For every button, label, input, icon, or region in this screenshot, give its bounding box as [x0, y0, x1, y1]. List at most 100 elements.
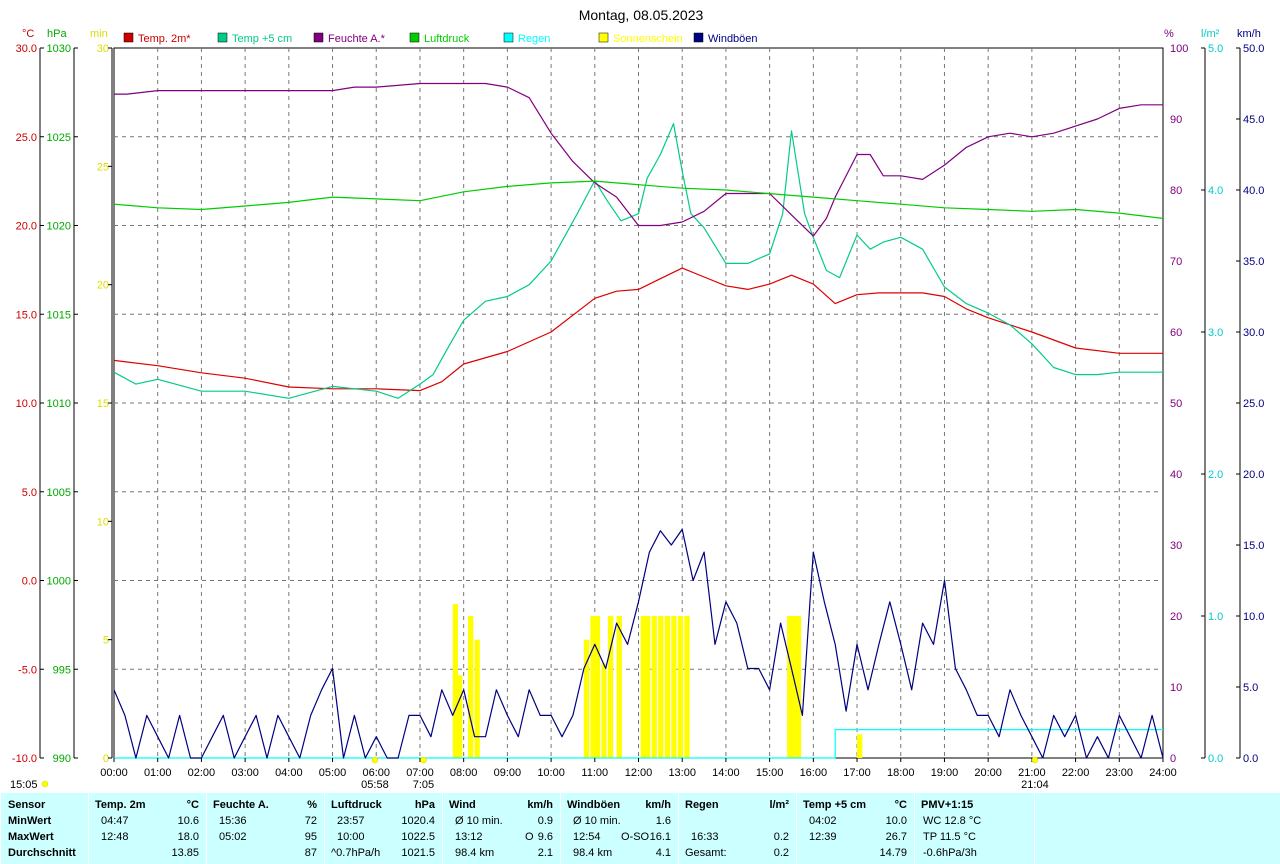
pressure-tick-label: 995 [53, 664, 71, 676]
stats-humidity-title: Feuchte A. [213, 799, 269, 811]
series-line-2 [114, 82, 1163, 237]
sun-marker-icon [420, 756, 427, 764]
x-tick-label: 03:00 [231, 767, 259, 779]
stats-rain-max-value: 0.2 [773, 831, 789, 843]
right-axes: 10090807060504030201005.04.03.02.01.00.0… [1170, 43, 1264, 765]
sunshine-bar [664, 616, 670, 758]
legend-label: Regen [518, 33, 550, 45]
legend-label: Windböen [708, 33, 758, 45]
stats-rain-total-label: Gesamt: [685, 847, 727, 859]
stats-temp5-max-value: 26.7 [885, 831, 907, 843]
sunshine-bar [677, 616, 684, 758]
temp-tick-label: 5.0 [22, 487, 37, 499]
x-tick-label: 04:00 [275, 767, 303, 779]
stats-wind-min-time: Ø 10 min. [455, 815, 503, 827]
stats-temp2m-min-time: 04:47 [101, 815, 129, 827]
sunshine-bar [452, 604, 458, 758]
stats-gust-min-value: 1.6 [655, 815, 671, 827]
stats-pmv-title: PMV+1:15 [921, 799, 974, 811]
legend-swatch [217, 32, 228, 43]
sunshine-bar [474, 639, 480, 758]
legend-label: Temp. 2m* [138, 33, 191, 45]
stats-wind-avg-value: 2.1 [537, 847, 553, 859]
series-line-4 [114, 729, 1163, 759]
humidity-tick-label: 80 [1170, 185, 1182, 197]
wind-tick-label: 20.0 [1243, 469, 1264, 481]
sun-marker-icon [1031, 756, 1039, 764]
pressure-tick-label: 1020 [47, 221, 71, 233]
sunshine-tick-label: 0 [103, 753, 109, 765]
sunshine-bar [601, 663, 607, 758]
sunshine-bar [658, 616, 664, 758]
sunshine-bar [651, 616, 657, 758]
wind-tick-label: 45.0 [1243, 114, 1264, 126]
stats-pressure-column: Luftdruck hPa 23:57 1020.4 10:00 1022.5 … [324, 793, 443, 864]
stats-temp2m-avg-value: 13.85 [171, 847, 199, 859]
stats-pressure-min-value: 1020.4 [401, 815, 435, 827]
sunshine-unit-label: min [90, 28, 108, 40]
humidity-tick-label: 90 [1170, 114, 1182, 126]
series-line-5 [113, 528, 1164, 759]
rain-tick-label: 0.0 [1208, 753, 1223, 765]
wind-tick-label: 30.0 [1243, 327, 1264, 339]
plot-area [113, 82, 1164, 759]
stats-temp5-avg-value: 14.79 [879, 847, 907, 859]
rain-tick-label: 4.0 [1208, 185, 1223, 197]
sunshine-bar [616, 616, 622, 758]
x-tick-label: 14:00 [712, 767, 740, 779]
temp-tick-label: 0.0 [22, 576, 37, 588]
stats-rain-total-value: 0.2 [773, 847, 789, 859]
pressure-tick-label: 1005 [47, 487, 71, 499]
left-axes: 30.025.020.015.010.05.00.0-5.0-10.010301… [12, 43, 113, 765]
stats-gust-max-value: 16.1 [649, 831, 671, 843]
sun-icon [41, 780, 49, 788]
weather-chart: Montag, 08.05.2023 Temp. 2m* Temp +5 cm Fe… [10, 7, 1264, 791]
stats-gust-max-time: 12:54 [573, 831, 601, 843]
wind-tick-label: 0.0 [1243, 753, 1258, 765]
sun-time-label: 21:04 [1021, 779, 1049, 791]
sunshine-bar [457, 675, 463, 758]
stats-temp5-min-value: 10.0 [885, 815, 907, 827]
x-tick-label: 01:00 [144, 767, 172, 779]
wind-tick-label: 15.0 [1243, 540, 1264, 552]
legend-label: Temp +5 cm [232, 33, 292, 45]
x-tick-label: 13:00 [668, 767, 696, 779]
sunshine-bar [857, 734, 863, 758]
humidity-tick-label: 60 [1170, 327, 1182, 339]
humidity-tick-label: 40 [1170, 469, 1182, 481]
stats-wind-column: Wind km/h Ø 10 min. 0.9 13:12 O 9.6 98.4… [442, 793, 561, 864]
stats-wind-max-direction: O [525, 831, 534, 843]
stats-temp5-max-time: 12:39 [809, 831, 837, 843]
stats-wind-title: Wind [449, 799, 476, 811]
x-tick-label: 21:00 [1018, 767, 1046, 779]
stats-temp2m-min-value: 10.6 [177, 815, 199, 827]
stats-rain-title: Regen [685, 799, 719, 811]
stats-gust-column: Windböen km/h Ø 10 min. 1.6 12:54 O-SO 1… [560, 793, 679, 864]
sun-time-label: 7:05 [413, 779, 434, 791]
legend-label: Luftdruck [424, 33, 470, 45]
stats-rain-max-time: 16:33 [691, 831, 719, 843]
sunshine-tick-label: 15 [97, 398, 109, 410]
wind-tick-label: 10.0 [1243, 611, 1264, 623]
stats-min-label: MinWert [8, 815, 52, 827]
legend-swatch [693, 32, 704, 43]
x-tick-label: 19:00 [931, 767, 959, 779]
humidity-tick-label: 30 [1170, 540, 1182, 552]
legend-swatch [598, 32, 609, 43]
stats-pressure-trend: ^0.7hPa/h [331, 847, 381, 859]
humidity-tick-label: 100 [1170, 43, 1188, 55]
sunshine-bar [468, 616, 474, 758]
temp-unit-label: °C [22, 28, 34, 40]
stats-temp5-title: Temp +5 cm [803, 799, 867, 811]
x-tick-label: 00:00 [100, 767, 128, 779]
stats-pmv-column: PMV+1:15 WC 12.8 °C TP 11.5 °C -0.6hPa/3… [914, 793, 1035, 864]
stats-pressure-min-time: 23:57 [337, 815, 365, 827]
stats-humidity-max-value: 95 [304, 831, 317, 843]
stats-humidity-column: Feuchte A. % 15:36 72 05:02 95 87 [206, 793, 325, 864]
sunshine-bar [640, 616, 646, 758]
stats-pmv-windchill: WC 12.8 °C [923, 815, 982, 827]
temp-tick-label: -10.0 [12, 753, 37, 765]
pressure-tick-label: 1000 [47, 576, 71, 588]
stats-gust-max-direction: O-SO [621, 831, 650, 843]
stats-temp2m-unit: °C [186, 799, 199, 811]
